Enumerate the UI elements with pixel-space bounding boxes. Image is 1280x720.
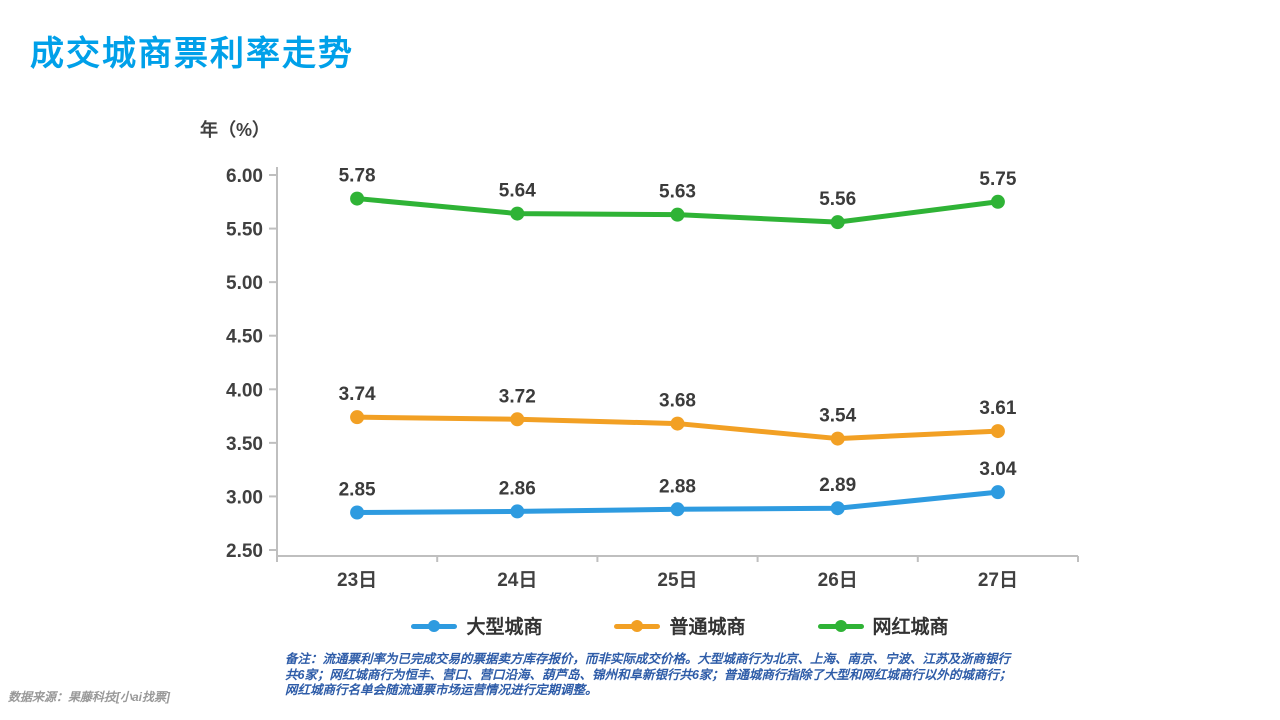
footnote-line: 备注：流通票利率为已完成交易的票据卖方库存报价，而非实际成交价格。大型城商行为北… [285, 652, 1011, 666]
x-tick-label: 27日 [978, 570, 1018, 591]
data-label: 3.74 [339, 384, 376, 405]
y-tick-label: 4.50 [226, 327, 263, 348]
data-label: 2.88 [659, 476, 696, 497]
data-point [830, 431, 845, 446]
data-label: 3.61 [979, 398, 1016, 419]
data-label: 2.89 [819, 475, 856, 496]
footnote-line: 共6家；网红城商行为恒丰、营口、营口沿海、葫芦岛、锦州和阜新银行共6家；普通城商… [285, 667, 1012, 682]
x-tick-label: 23日 [337, 570, 377, 591]
y-tick-label: 4.00 [226, 380, 263, 401]
legend-label: 大型城商 [466, 617, 543, 638]
data-label: 5.64 [499, 181, 536, 202]
data-point [510, 412, 525, 427]
data-point [830, 215, 845, 230]
y-tick-label: 5.00 [226, 273, 263, 294]
data-point [990, 485, 1005, 500]
data-point [350, 410, 365, 425]
y-tick-label: 2.50 [226, 541, 263, 562]
page-title: 成交城商票利率走势 [30, 35, 354, 73]
legend-item: 网红城商 [817, 612, 949, 639]
data-point [350, 191, 365, 206]
data-source: 数据来源：果藤科技[小ai找票] [8, 690, 171, 704]
legend-marker-icon [614, 619, 661, 633]
y-tick-labels: 6.00 5.50 5.00 4.50 4.00 3.50 3.00 2.50 [226, 166, 277, 562]
y-tick-label: 5.50 [226, 220, 263, 241]
data-label: 5.63 [659, 182, 696, 203]
data-point [510, 504, 525, 519]
legend-marker-icon [817, 619, 864, 633]
legend-label: 普通城商 [669, 617, 746, 638]
data-label: 5.56 [819, 189, 856, 210]
data-point [830, 501, 845, 516]
legend-item: 普通城商 [614, 612, 746, 639]
data-point [990, 194, 1005, 209]
data-point [670, 416, 685, 431]
x-tick-label: 25日 [657, 570, 697, 591]
data-point [990, 424, 1005, 439]
data-label: 2.86 [499, 478, 536, 499]
data-point [350, 505, 365, 520]
y-tick-label: 6.00 [226, 166, 263, 187]
chart-series: 5.78 5.64 5.63 5.56 5.75 [339, 166, 1017, 230]
footnote-line: 网红城商行名单会随流通票市场运营情况进行定期调整。 [285, 683, 598, 697]
legend-marker-icon [411, 619, 458, 633]
data-label: 3.68 [659, 391, 696, 412]
x-tick-label: 26日 [818, 570, 858, 591]
data-point [510, 206, 525, 221]
y-tick-label: 3.00 [226, 487, 263, 508]
data-label: 3.04 [979, 459, 1016, 480]
chart-legend: 大型城商 普通城商 网红城商 [280, 612, 1080, 639]
x-tick-labels: 23日 24日 25日 26日 27日 [276, 556, 1079, 591]
data-label: 5.78 [339, 166, 376, 187]
data-label: 3.54 [819, 406, 856, 427]
footnote: 备注：流通票利率为已完成交易的票据卖方库存报价，而非实际成交价格。大型城商行为北… [285, 652, 1085, 699]
chart-series: 3.74 3.72 3.68 3.54 3.61 [339, 384, 1017, 446]
y-tick-label: 3.50 [226, 434, 263, 455]
y-axis-title: 年（%） [200, 120, 271, 140]
data-point [670, 502, 685, 517]
data-label: 2.85 [339, 480, 376, 501]
data-point [670, 207, 685, 222]
legend-item: 大型城商 [411, 612, 542, 639]
chart-series: 2.85 2.86 2.88 2.89 3.04 [339, 459, 1017, 520]
data-label: 3.72 [499, 386, 536, 407]
data-label: 5.75 [979, 169, 1016, 190]
legend-label: 网红城商 [872, 617, 949, 638]
x-tick-label: 24日 [497, 570, 537, 591]
